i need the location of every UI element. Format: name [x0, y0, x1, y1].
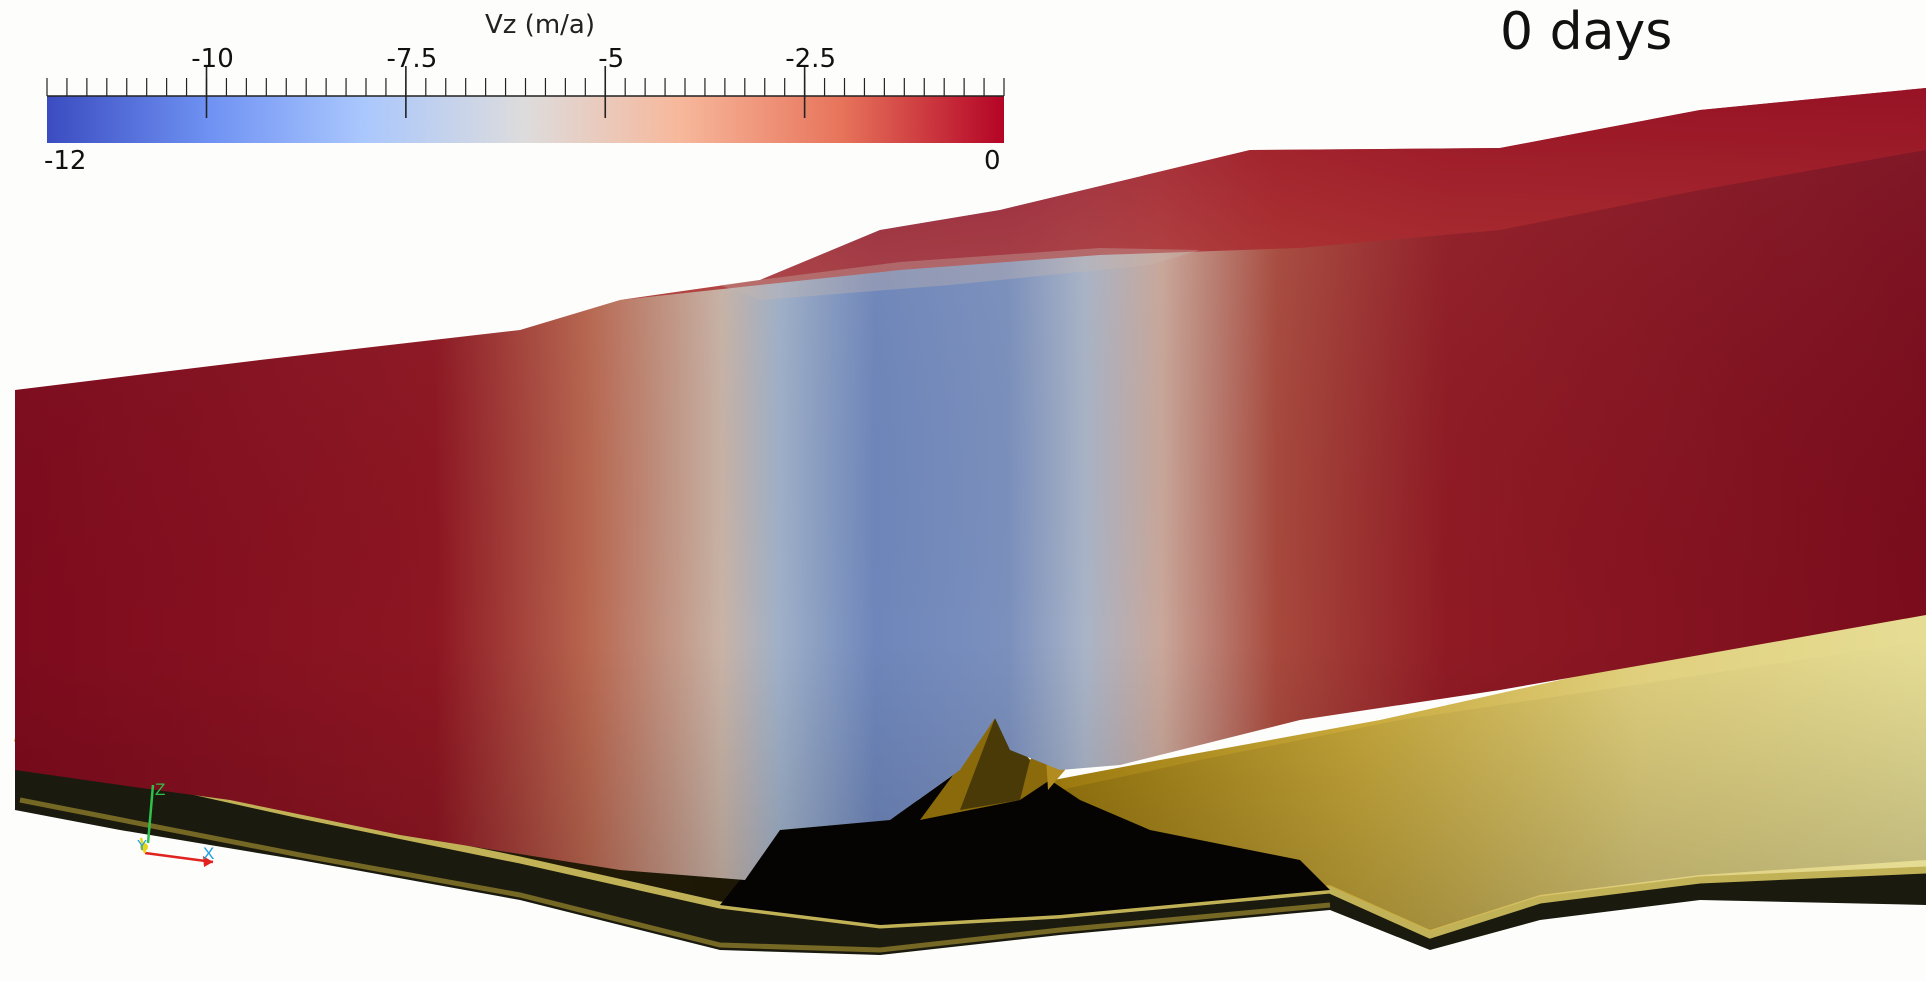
- axis-x-arrow: [203, 856, 213, 867]
- scalar-bar-tick-label: -10: [191, 44, 234, 74]
- orientation-axes: Z Y X: [137, 780, 214, 867]
- scalar-bar-gradient: [47, 96, 1004, 143]
- scalar-bar-max-label: 0: [984, 146, 1001, 176]
- scalar-bar-title: Vz (m/a): [484, 10, 595, 40]
- axis-z-label: Z: [155, 780, 165, 799]
- scalar-bar-min-label: -12: [44, 146, 87, 176]
- scalar-bar-tick-label: -5: [598, 44, 625, 74]
- axis-x-line: [144, 851, 214, 864]
- axis-x-label: X: [203, 844, 214, 863]
- scalar-bar-minor-ticks: [46, 78, 1005, 96]
- axis-origin: [140, 843, 148, 851]
- scalar-bar-tick-label: -2.5: [785, 44, 836, 74]
- time-annotation: 0 days: [1500, 2, 1673, 62]
- scalar-bar: [46, 66, 1005, 143]
- axis-y-label: Y: [137, 837, 147, 854]
- bed-surface: [13, 600, 1926, 955]
- scalar-bar-major-ticks: [205, 66, 806, 118]
- ice-surface: [15, 88, 1926, 880]
- scalar-bar-tick-label: -7.5: [386, 44, 438, 74]
- axis-z-line: [146, 784, 155, 844]
